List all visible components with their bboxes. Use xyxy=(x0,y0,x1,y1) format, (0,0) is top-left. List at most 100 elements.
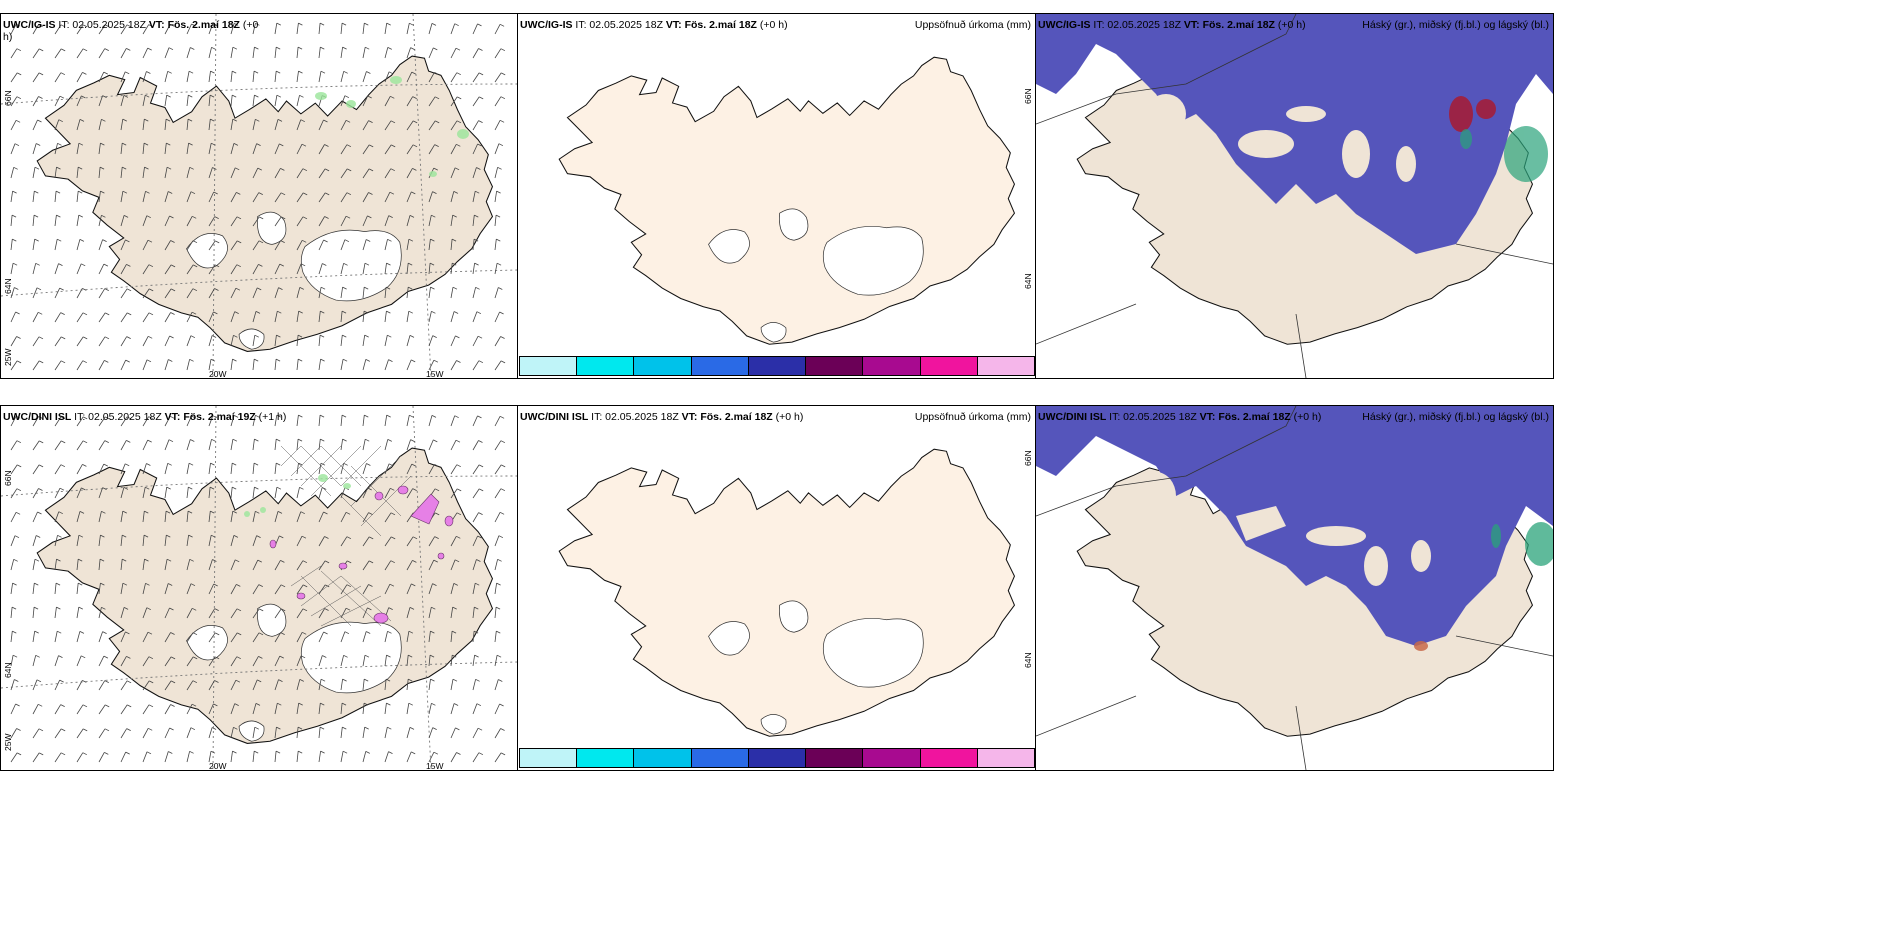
wind-barb xyxy=(494,583,497,595)
wind-barb xyxy=(230,71,233,83)
wind-barb-feather xyxy=(475,582,480,586)
wind-barb xyxy=(186,704,193,715)
wind-barb xyxy=(142,511,145,523)
cloud-gaps xyxy=(1146,94,1416,182)
wind-barb xyxy=(54,215,57,227)
wind-barb xyxy=(472,311,478,323)
wind-barb-feather xyxy=(144,118,149,122)
wind-barb-feather xyxy=(122,142,127,146)
wind-barb xyxy=(54,752,62,763)
panel-title: UWC/IG-IS IT: 02.05.2025 18Z VT: Fös. 2.… xyxy=(1038,19,1306,31)
wind-barb-feather xyxy=(342,286,347,290)
wind-barb-feather xyxy=(233,334,238,338)
wind-barb xyxy=(252,727,256,739)
wind-barb-feather xyxy=(409,22,414,26)
wind-barb xyxy=(406,703,410,715)
wind-barb xyxy=(10,215,13,227)
high-cloud-areas xyxy=(1449,96,1496,132)
wind-barb-feather xyxy=(253,462,259,466)
wind-barb xyxy=(318,703,321,715)
wind-barb xyxy=(186,487,189,499)
wind-barb-feather xyxy=(500,96,506,100)
wind-barb-feather xyxy=(452,606,457,610)
wind-barb xyxy=(76,119,81,131)
wind-barb-feather xyxy=(478,72,484,76)
wind-barb-feather xyxy=(433,559,438,563)
wind-barb xyxy=(340,71,345,83)
wind-barb xyxy=(472,440,479,451)
wind-barb xyxy=(186,167,191,179)
wind-barb xyxy=(142,119,145,131)
wind-barb-feather xyxy=(125,239,130,243)
wind-barb xyxy=(274,584,282,595)
wind-barb xyxy=(472,143,478,155)
wind-barb xyxy=(362,439,366,451)
wind-barb-feather xyxy=(275,750,281,754)
wind-barb-feather xyxy=(82,464,87,467)
wind-barb-feather xyxy=(33,214,39,218)
wind-barb xyxy=(164,511,167,523)
wind-barb xyxy=(252,23,256,35)
wind-barb-feather xyxy=(345,607,351,611)
wind-barb xyxy=(384,144,392,155)
wind-barb-feather xyxy=(364,726,369,730)
wind-barb xyxy=(296,703,300,715)
wind-barb xyxy=(32,287,38,299)
wind-barb-feather xyxy=(61,48,66,52)
wind-barb-feather xyxy=(57,534,62,538)
wind-barb-feather xyxy=(190,335,196,339)
wind-barb xyxy=(428,583,433,595)
wind-barb xyxy=(274,240,282,251)
wind-barb-feather xyxy=(169,335,174,339)
wind-barb-feather xyxy=(478,512,483,515)
wind-barb xyxy=(120,463,126,475)
wind-barb xyxy=(362,192,369,203)
wind-barb xyxy=(54,287,61,299)
wind-barb xyxy=(384,631,388,643)
wind-barb-feather xyxy=(497,558,502,562)
wind-barb-feather xyxy=(256,535,261,538)
wind-barb xyxy=(252,264,259,275)
wind-barb-feather xyxy=(276,414,281,418)
wind-barb-feather xyxy=(82,704,88,708)
wind-barb-feather xyxy=(300,119,305,123)
wind-barb-feather xyxy=(364,262,370,266)
wind-barb xyxy=(208,487,211,499)
wind-barb xyxy=(164,704,171,715)
wind-barb xyxy=(54,511,60,523)
wind-barb-feather xyxy=(126,440,131,443)
wind-barb xyxy=(472,263,475,275)
wind-barb-feather xyxy=(214,216,219,219)
wind-barb xyxy=(230,584,237,595)
wind-barb-feather xyxy=(215,240,220,244)
wind-barb xyxy=(472,239,475,251)
wind-barb xyxy=(494,96,502,107)
wind-barb-feather xyxy=(167,462,172,466)
wind-barb xyxy=(274,511,279,523)
wind-barb-feather xyxy=(35,654,40,658)
wind-barb-feather xyxy=(122,582,128,586)
wind-barb-feather xyxy=(38,96,43,99)
wind-barb xyxy=(164,143,167,155)
wind-barb xyxy=(230,240,238,251)
wind-barb xyxy=(296,23,299,35)
wind-barb xyxy=(142,463,147,475)
wind-barb xyxy=(340,584,348,595)
wind-barb-feather xyxy=(500,752,506,756)
wind-barb xyxy=(32,679,38,691)
wind-barb-feather xyxy=(434,144,439,147)
wind-barb xyxy=(252,71,255,83)
wind-barb xyxy=(186,415,192,427)
wind-barb xyxy=(32,488,39,499)
wind-barb-feather xyxy=(320,46,325,50)
wind-barb-feather xyxy=(191,415,196,419)
wind-barb xyxy=(450,631,453,643)
wind-barb-feather xyxy=(476,311,482,315)
wind-barb xyxy=(274,359,277,371)
wind-barb-feather xyxy=(255,118,260,122)
wind-barb-feather xyxy=(81,487,86,491)
wind-barb xyxy=(340,239,346,251)
wind-barb xyxy=(450,583,455,595)
wind-barb xyxy=(340,439,343,451)
wind-barb xyxy=(340,120,347,131)
